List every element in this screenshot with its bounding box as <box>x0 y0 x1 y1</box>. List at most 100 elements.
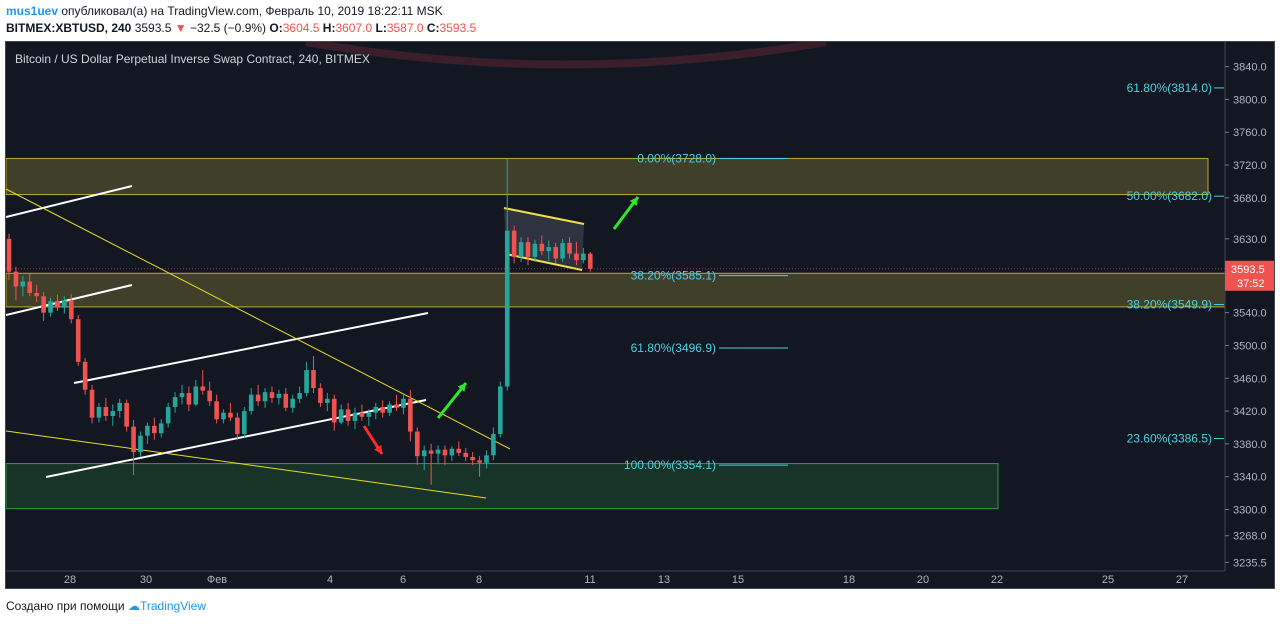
channel-line-lower-left <box>6 284 133 316</box>
candle-body <box>338 409 344 423</box>
candle-body <box>110 411 116 416</box>
down-arrow-icon: ▼ <box>174 21 187 35</box>
candle-body <box>587 253 593 269</box>
candle-body <box>207 390 212 402</box>
candle-body <box>331 398 337 423</box>
last-price: 3593.5 <box>134 21 172 35</box>
candle-body <box>41 296 46 313</box>
candle-body <box>539 243 545 252</box>
candle-body <box>117 402 123 412</box>
candle-body <box>124 402 129 427</box>
candle-body <box>145 425 150 436</box>
candle-body <box>276 393 282 398</box>
candle-body <box>525 242 531 257</box>
channel-line-upper <box>73 312 429 384</box>
candle-body <box>241 411 247 435</box>
time-tick-label: 6 <box>400 574 406 586</box>
time-tick-label: 30 <box>140 574 152 586</box>
price-tick-label: 3760.0 <box>1233 127 1267 139</box>
candle-body <box>511 230 517 257</box>
candle-body <box>214 401 219 420</box>
tradingview-logo-icon[interactable]: ☁ <box>127 599 140 613</box>
price-tick-label: 3630.0 <box>1233 234 1267 246</box>
price-axis-bg <box>1225 42 1274 588</box>
fib-label: 23.60%(3386.5) <box>1127 432 1212 446</box>
candles-layer <box>6 158 593 485</box>
time-tick-label: 25 <box>1102 574 1114 586</box>
time-tick-label: 13 <box>658 574 670 586</box>
candlestick-chart[interactable]: 0.00%(3728.0) 38.20%(3585.1) 61.80%(3496.9… <box>6 42 1275 589</box>
candle-body <box>498 386 503 435</box>
fib-label: 38.20%(3585.1) <box>631 269 716 283</box>
candle-body <box>449 448 455 456</box>
time-tick-label: 4 <box>327 574 333 586</box>
time-tick-label: 8 <box>476 574 482 586</box>
candle-body <box>96 406 102 418</box>
candle-body <box>165 406 171 424</box>
trend-line-down <box>6 188 511 450</box>
trend-line-base <box>6 430 487 499</box>
candle-body <box>311 370 316 389</box>
flag-line-upper <box>503 207 585 225</box>
price-change: −32.5 (−0.9%) <box>189 21 267 35</box>
candle-body <box>75 319 81 362</box>
candle-body <box>567 242 572 254</box>
fib-label: 100.00%(3354.1) <box>624 458 716 472</box>
fib-label: 61.80%(3496.9) <box>631 341 716 355</box>
countdown-label: 37:52 <box>1237 278 1265 290</box>
time-tick-label: 22 <box>991 574 1003 586</box>
footer-text: Создано при помощи <box>6 599 125 613</box>
top-arc-decoration <box>305 42 827 69</box>
time-tick-label: 11 <box>584 574 595 586</box>
symbol-label: BITMEX:XBTUSD, 240 <box>6 21 132 35</box>
price-tick-label: 3540.0 <box>1233 308 1267 320</box>
price-tick-label: 3840.0 <box>1233 62 1267 74</box>
close-value: 3593.5 <box>439 21 477 35</box>
candle-body <box>421 450 427 457</box>
high-label: H: <box>322 21 336 35</box>
price-tick-label: 3720.0 <box>1233 160 1267 172</box>
candle-body <box>158 423 164 434</box>
candle-body <box>560 242 565 259</box>
candle-body <box>255 394 261 402</box>
zone-resistance <box>6 157 1209 196</box>
price-tick-label: 3300.0 <box>1233 504 1267 516</box>
up-arrow-icon-head <box>629 197 638 206</box>
zone-demand <box>6 463 999 510</box>
chart-header: mus1uev опубликовал(а) на TradingView.co… <box>6 3 1276 39</box>
last-price-tag <box>1225 260 1274 291</box>
candle-body <box>262 392 268 402</box>
candle-body <box>221 412 226 420</box>
chart-title: Bitcoin / US Dollar Perpetual Inverse Sw… <box>15 52 370 66</box>
candle-body <box>456 448 462 453</box>
candle-body <box>248 394 254 412</box>
candle-body <box>401 398 406 408</box>
author-link[interactable]: mus1uev <box>6 4 59 18</box>
candle-body <box>394 404 399 408</box>
price-tick-label: 3340.0 <box>1233 472 1267 484</box>
candle-body <box>345 409 351 421</box>
up-arrow-icon-head <box>457 383 466 392</box>
tradingview-link[interactable]: TradingView <box>139 599 207 613</box>
candle-body <box>442 449 448 456</box>
candle-body <box>414 431 420 457</box>
quote-line: BITMEX:XBTUSD, 240 3593.5 ▼ −32.5 (−0.9%… <box>6 20 1276 37</box>
last-price-label: 3593.5 <box>1231 264 1265 276</box>
candle-body <box>318 388 323 403</box>
candle-body <box>553 247 558 259</box>
candle-body <box>62 300 67 308</box>
candle-body <box>179 393 185 398</box>
fib-label: 61.80%(3814.0) <box>1127 81 1212 95</box>
candle-body <box>435 449 441 454</box>
candle-body <box>186 393 192 405</box>
drawings-layer <box>6 185 585 499</box>
candle-body <box>373 406 379 413</box>
candle-body <box>55 301 60 308</box>
candle-body <box>131 426 136 453</box>
chart-frame[interactable]: 0.00%(3728.0) 38.20%(3585.1) 61.80%(3496.9… <box>5 41 1275 589</box>
candle-body <box>152 425 157 434</box>
candle-body <box>235 417 240 435</box>
candle-body <box>428 450 434 454</box>
fib-layer: 0.00%(3728.0) 38.20%(3585.1) 61.80%(3496.9… <box>624 81 1224 472</box>
time-axis-bg <box>6 571 1274 588</box>
